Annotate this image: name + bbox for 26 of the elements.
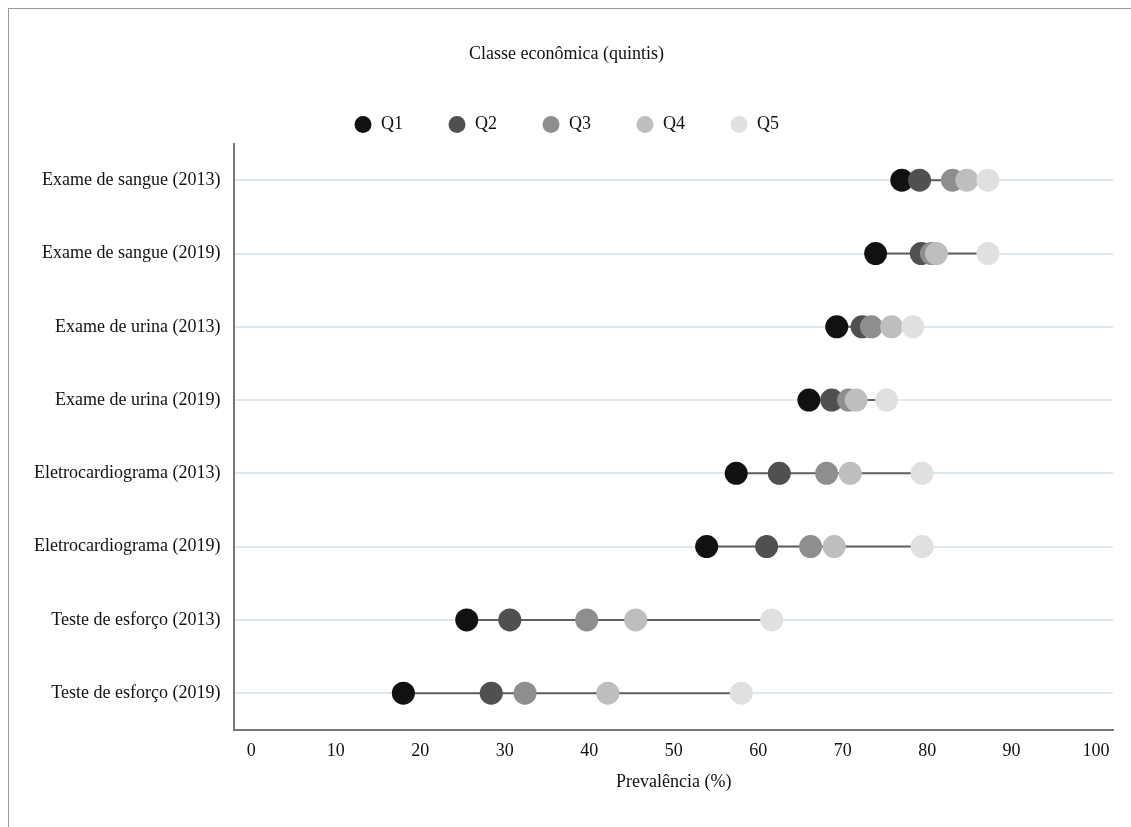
x-axis-title: Prevalência (%) — [615, 770, 732, 792]
legend-title: Classe econômica (quintis) — [469, 42, 664, 64]
y-tick-label: Exame de urina (2013) — [54, 315, 221, 337]
x-tick-label: 20 — [411, 740, 430, 761]
x-tick-label: 70 — [833, 740, 852, 761]
x-tick-label: 10 — [326, 740, 345, 761]
legend-label: Q2 — [475, 113, 497, 134]
x-tick-label: 80 — [918, 740, 937, 761]
legend-label: Q4 — [663, 113, 685, 134]
y-tick-label: Teste de esforço (2013) — [51, 608, 221, 630]
x-tick-label: 100 — [1082, 740, 1110, 761]
x-tick-label: 90 — [1002, 740, 1021, 761]
x-tick-label: 0 — [246, 740, 256, 761]
y-tick-label: Eletrocardiograma (2013) — [33, 462, 221, 484]
legend-label: Q5 — [757, 113, 779, 134]
y-tick-label: Exame de sangue (2013) — [41, 168, 221, 190]
legend-label: Q3 — [569, 113, 591, 134]
y-tick-label: Exame de urina (2019) — [54, 388, 221, 410]
x-tick-label: 40 — [580, 740, 599, 761]
legend-label: Q1 — [381, 113, 403, 134]
x-tick-label: 60 — [749, 740, 768, 761]
x-tick-label: 50 — [664, 740, 683, 761]
y-tick-label: Eletrocardiograma (2019) — [33, 535, 221, 557]
y-tick-label: Exame de sangue (2019) — [41, 242, 221, 264]
y-tick-label: Teste de esforço (2019) — [51, 681, 221, 703]
x-tick-label: 30 — [495, 740, 514, 761]
